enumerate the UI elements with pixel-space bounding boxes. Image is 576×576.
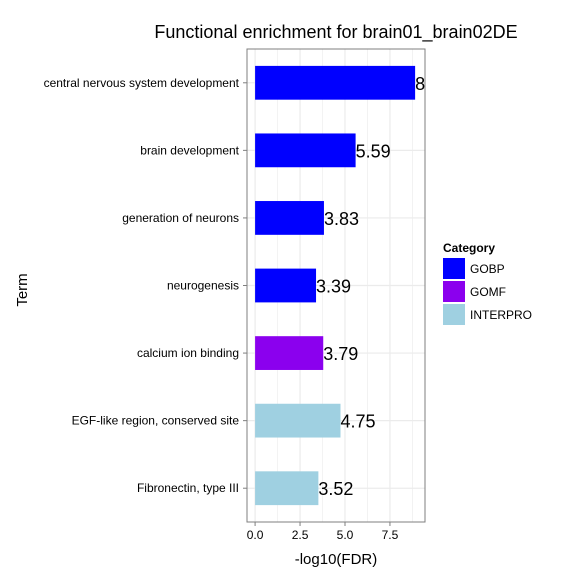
y-axis: central nervous system development brain … [44,76,247,495]
data-label: 3.79 [323,344,358,364]
data-label: 3.39 [316,277,351,297]
chart-title: Functional enrichment for brain01_brain0… [154,22,517,43]
data-label: 3.83 [324,209,359,229]
bar [255,268,317,303]
y-tick-label: EGF-like region, conserved site [72,414,240,428]
data-label: 4.75 [340,412,375,432]
x-tick-label: 2.5 [292,528,309,542]
y-tick-label: neurogenesis [167,279,239,293]
bar [255,471,319,506]
legend-swatch [443,304,465,325]
bars: 8 5.59 3.83 3.39 3.79 4.75 3.52 [255,65,425,506]
x-axis-title: -log10(FDR) [295,551,378,568]
y-tick-label: brain development [140,143,239,157]
y-axis-title: Term [14,273,31,306]
bar [255,403,341,438]
x-axis: 0.0 2.5 5.0 7.5 [247,522,399,542]
x-tick-label: 7.5 [382,528,399,542]
bar [255,336,324,370]
data-label: 3.52 [318,479,353,499]
data-label: 8 [415,74,425,94]
legend-swatch [443,258,465,279]
bar [255,65,416,100]
y-tick-label: Fibronectin, type III [137,481,239,495]
y-tick-label: central nervous system development [44,76,240,90]
legend-label: GOMF [470,285,506,299]
bar [255,133,356,168]
x-tick-label: 5.0 [337,528,354,542]
y-tick-label: generation of neurons [122,211,239,225]
x-tick-label: 0.0 [247,528,264,542]
legend-label: INTERPRO [470,308,532,322]
legend: Category GOBP GOMF INTERPRO [443,241,532,325]
y-tick-label: calcium ion binding [137,346,239,360]
legend-label: GOBP [470,262,505,276]
legend-swatch [443,281,465,302]
legend-title: Category [443,241,495,255]
data-label: 5.59 [356,141,391,161]
bar [255,201,324,235]
